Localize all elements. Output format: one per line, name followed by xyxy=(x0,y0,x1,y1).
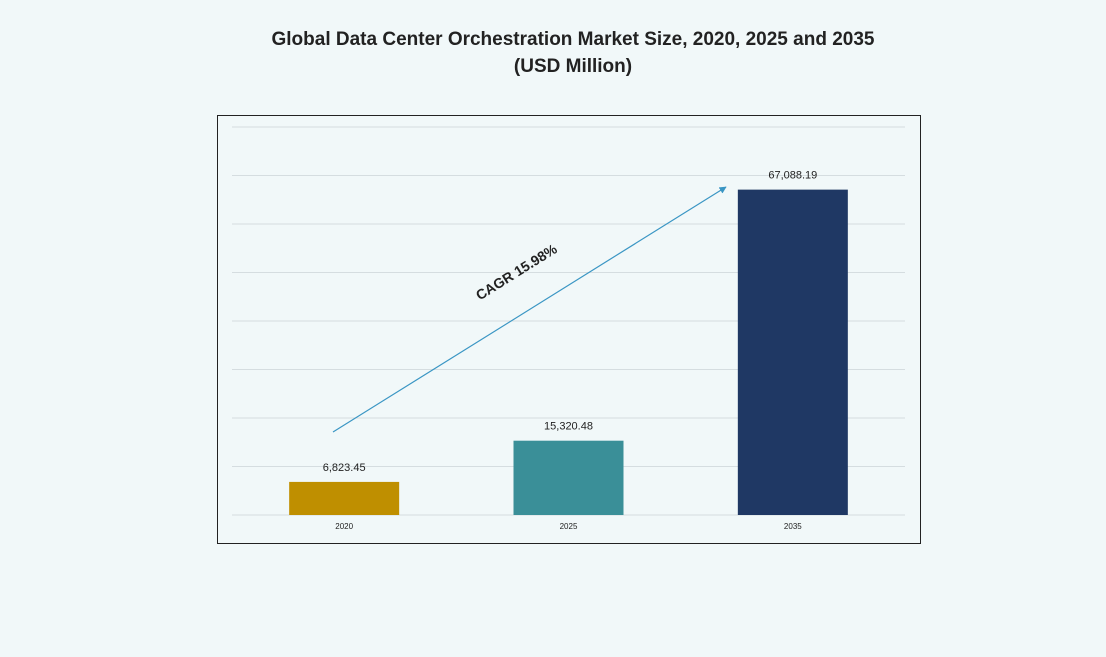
chart-title: Global Data Center Orchestration Market … xyxy=(272,29,875,50)
x-tick-label: 2020 xyxy=(335,522,353,531)
value-label: 67,088.19 xyxy=(768,170,817,182)
value-label: 15,320.48 xyxy=(544,421,593,433)
value-label: 6,823.45 xyxy=(323,462,366,474)
bar xyxy=(513,440,624,515)
bar xyxy=(737,189,848,515)
x-tick-label: 2035 xyxy=(784,522,802,531)
bar xyxy=(289,481,400,515)
cagr-arrow xyxy=(332,186,727,433)
x-tick-label: 2025 xyxy=(560,522,578,531)
chart-subtitle: (USD Million) xyxy=(514,56,632,77)
